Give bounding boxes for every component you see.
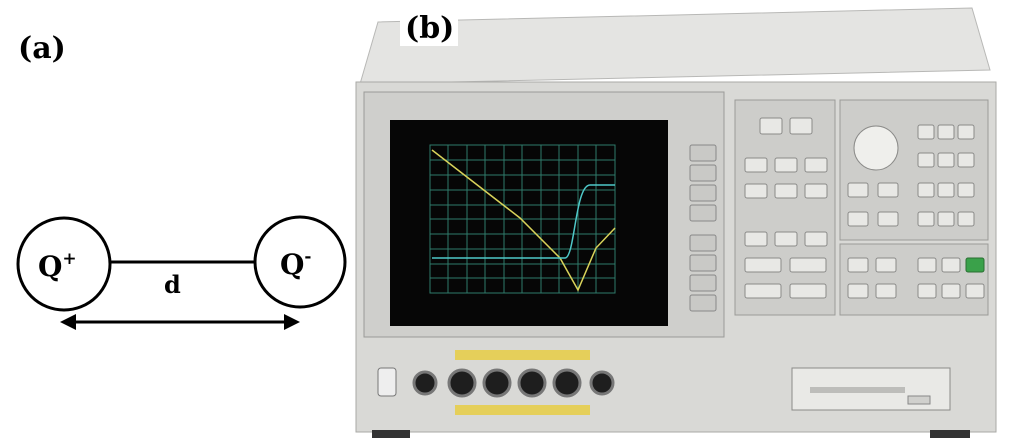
warning-strip	[455, 405, 590, 415]
control-panel	[735, 100, 835, 315]
panel-b: (b)	[356, 8, 996, 438]
preset-key	[966, 258, 984, 272]
panel-label: (a)	[18, 31, 66, 66]
power-switch	[378, 368, 396, 396]
arrow-head	[60, 314, 76, 330]
display	[390, 120, 668, 326]
panel-a: (a) Q+ Q- d	[18, 31, 345, 330]
distance-label: d	[164, 270, 181, 299]
arrow-head	[284, 314, 300, 330]
control-panel	[840, 244, 988, 315]
charge-symbol: Q	[280, 248, 304, 281]
foot	[372, 430, 410, 438]
foot	[930, 430, 970, 438]
warning-strip	[455, 350, 590, 360]
floppy-slot	[810, 387, 905, 393]
figure: (a) Q+ Q- d (b)	[0, 0, 1011, 441]
charge-sign: -	[304, 247, 311, 267]
eject-button	[908, 396, 930, 404]
charge-symbol: Q	[38, 250, 62, 283]
charge-sign: +	[62, 249, 76, 269]
panel-label: (b)	[405, 11, 454, 46]
rotary-knob	[854, 126, 898, 170]
